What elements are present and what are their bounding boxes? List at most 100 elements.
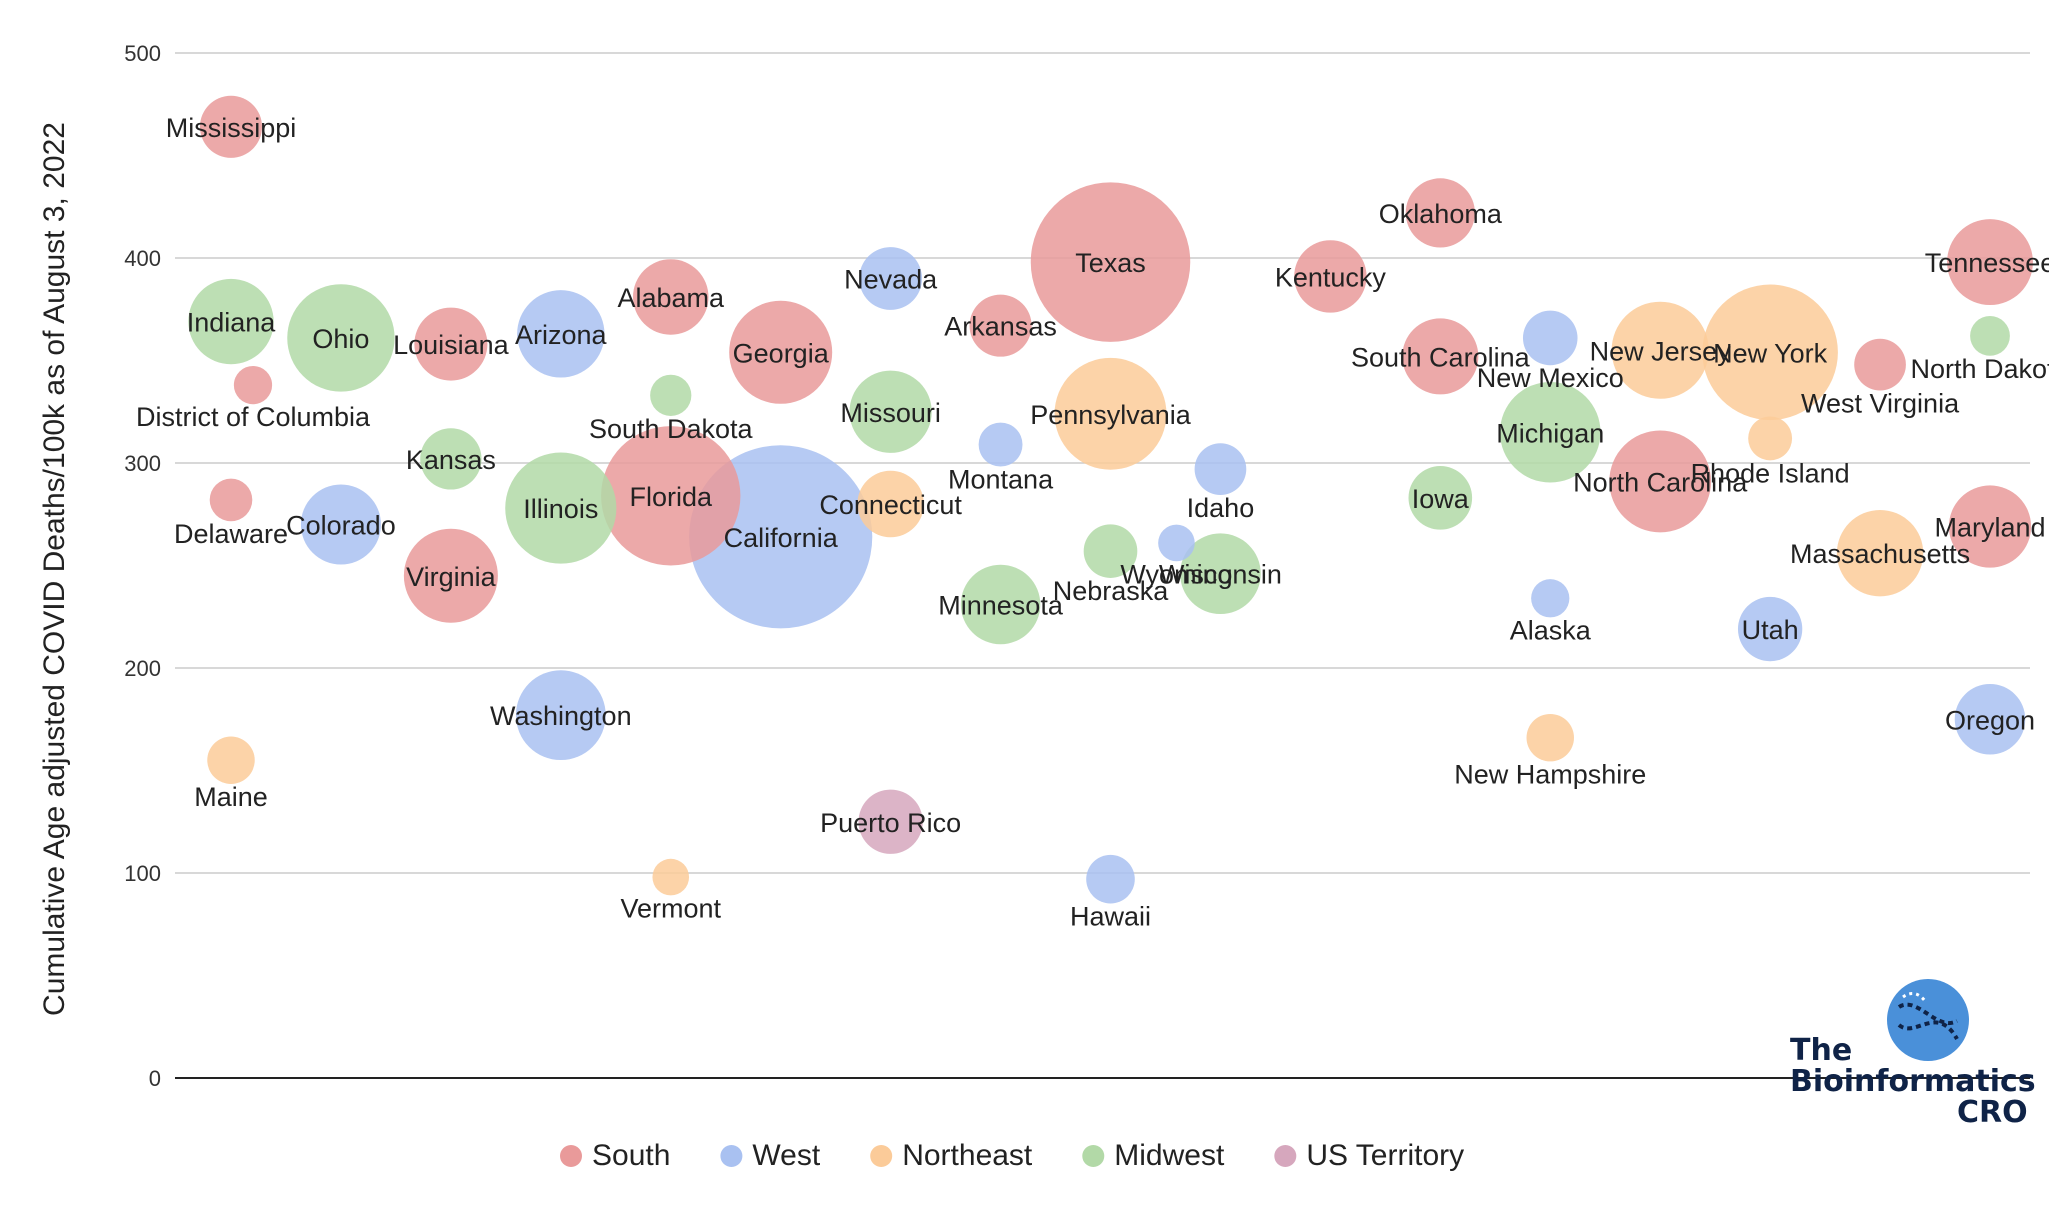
bubble-label: Missouri: [840, 398, 941, 428]
bubble-label: Virginia: [406, 562, 497, 592]
bubble-point: [969, 294, 1032, 357]
bubble-label: California: [724, 523, 839, 553]
bubble-label: Michigan: [1496, 418, 1604, 448]
bubble-label: Texas: [1075, 248, 1146, 278]
y-tick-label: 100: [124, 861, 161, 886]
bubble-label: Pennsylvania: [1030, 400, 1192, 430]
legend-swatch: [870, 1145, 893, 1167]
bubble-label: South Carolina: [1351, 342, 1531, 372]
bubble-point: [1402, 318, 1479, 395]
bubble-label: Louisiana: [393, 330, 510, 360]
bubble-point: [287, 284, 395, 392]
bubble-label: Arizona: [515, 320, 608, 350]
bubble-label: Wyoming: [1120, 559, 1232, 589]
bubble-label: Rhode Island: [1691, 458, 1850, 488]
bubble-point: [1294, 240, 1367, 313]
y-tick-label: 200: [124, 656, 161, 681]
legend-label: South: [592, 1139, 670, 1172]
y-tick-label: 400: [124, 246, 161, 271]
legend-label: Northeast: [902, 1139, 1033, 1172]
bubble-label: Idaho: [1187, 493, 1255, 523]
bubble-point: [652, 858, 690, 896]
bubble-point: [1836, 510, 1924, 597]
bubble-point: [1954, 683, 2026, 755]
bubble-label: Mississippi: [166, 113, 297, 143]
bubble-label: Kentucky: [1275, 262, 1387, 292]
bubble-label: Massachusetts: [1790, 539, 1970, 569]
bubble-point: [199, 95, 263, 158]
bubble-label: West Virginia: [1801, 388, 1960, 418]
bubble-label: New Jersey: [1590, 336, 1732, 366]
bubble-label: Hawaii: [1070, 901, 1151, 931]
bubble-point: [1086, 854, 1135, 904]
bubble-point: [1737, 596, 1803, 662]
y-axis-ticks: 0 100 200 300 400 500: [124, 41, 161, 1091]
bubble-point: [857, 470, 924, 538]
bubble-label: Alaska: [1510, 615, 1592, 645]
bubble-label: Minnesota: [938, 590, 1064, 620]
bubble-point: [1611, 301, 1709, 399]
bubble-point: [188, 278, 274, 365]
company-logo: The Bioinformatics CRO: [1790, 970, 2036, 1128]
bubble-label: Oregon: [1945, 705, 2035, 735]
bubble-point: [1499, 381, 1601, 483]
bubble-label: Georgia: [733, 338, 830, 368]
legend-label: West: [752, 1139, 820, 1172]
bubble-point: [209, 478, 253, 522]
bubble-label: Kansas: [406, 445, 496, 475]
bubble-point: [858, 789, 923, 854]
bubble-label: New York: [1713, 338, 1828, 368]
legend-swatch: [1082, 1145, 1105, 1167]
legend-label: Midwest: [1114, 1139, 1225, 1172]
bubble-point: [403, 528, 498, 623]
bubble-point: [1854, 338, 1906, 391]
bubble-point: [414, 307, 488, 381]
bubbles: [188, 95, 2033, 904]
bubble-point: [978, 422, 1023, 467]
bubble-label: North Carolina: [1573, 467, 1748, 497]
bubble-label: South Dakota: [589, 414, 754, 444]
legend-item: West: [720, 1139, 821, 1172]
bubble-point: [1702, 284, 1838, 421]
bubble-point: [1054, 357, 1167, 470]
bubble-label: Maryland: [1934, 513, 2045, 543]
bubble-label: Connecticut: [819, 490, 962, 520]
bubble-label: Washington: [490, 701, 632, 731]
bubble-point: [1522, 310, 1578, 366]
bubble-point: [1408, 466, 1473, 530]
bubble-label: Florida: [629, 482, 713, 512]
bubble-point: [1970, 316, 2010, 356]
y-tick-label: 300: [124, 451, 161, 476]
bubble-label: Indiana: [187, 308, 277, 338]
bubble-point: [729, 300, 833, 404]
bubble-point: [1405, 178, 1475, 248]
bubble-point: [505, 452, 617, 564]
bubble-point: [1748, 416, 1793, 461]
bubble-point: [1083, 524, 1138, 578]
dna-logo-icon: [1887, 979, 1969, 1061]
bubble-point: [601, 426, 741, 566]
bubble-label: Alabama: [617, 283, 725, 313]
bubble-point: [1948, 485, 2032, 568]
bubble-point: [859, 247, 923, 310]
bubble-label: Nevada: [844, 265, 938, 295]
bubble-point: [960, 564, 1041, 645]
legend-swatch: [1274, 1145, 1297, 1167]
legend-item: Midwest: [1082, 1139, 1225, 1172]
bubble-point: [233, 365, 273, 405]
bubble-point: [1609, 430, 1712, 533]
bubble-point: [420, 428, 482, 490]
legend-item: US Territory: [1274, 1139, 1464, 1172]
logo-line-bioinformatics: Bioinformatics: [1790, 1064, 2036, 1099]
bubble-point: [1180, 533, 1261, 615]
bubble-label: Wisconsin: [1159, 560, 1282, 590]
bubble-point: [1030, 182, 1191, 342]
bubble-label: Nebraska: [1053, 576, 1170, 606]
bubble-label: Ohio: [312, 324, 369, 354]
legend-swatch: [560, 1145, 582, 1167]
logo-line-the: The: [1790, 1033, 1853, 1068]
bubble-label: Tennessee: [1925, 248, 2049, 278]
bubble-point: [1158, 524, 1195, 562]
